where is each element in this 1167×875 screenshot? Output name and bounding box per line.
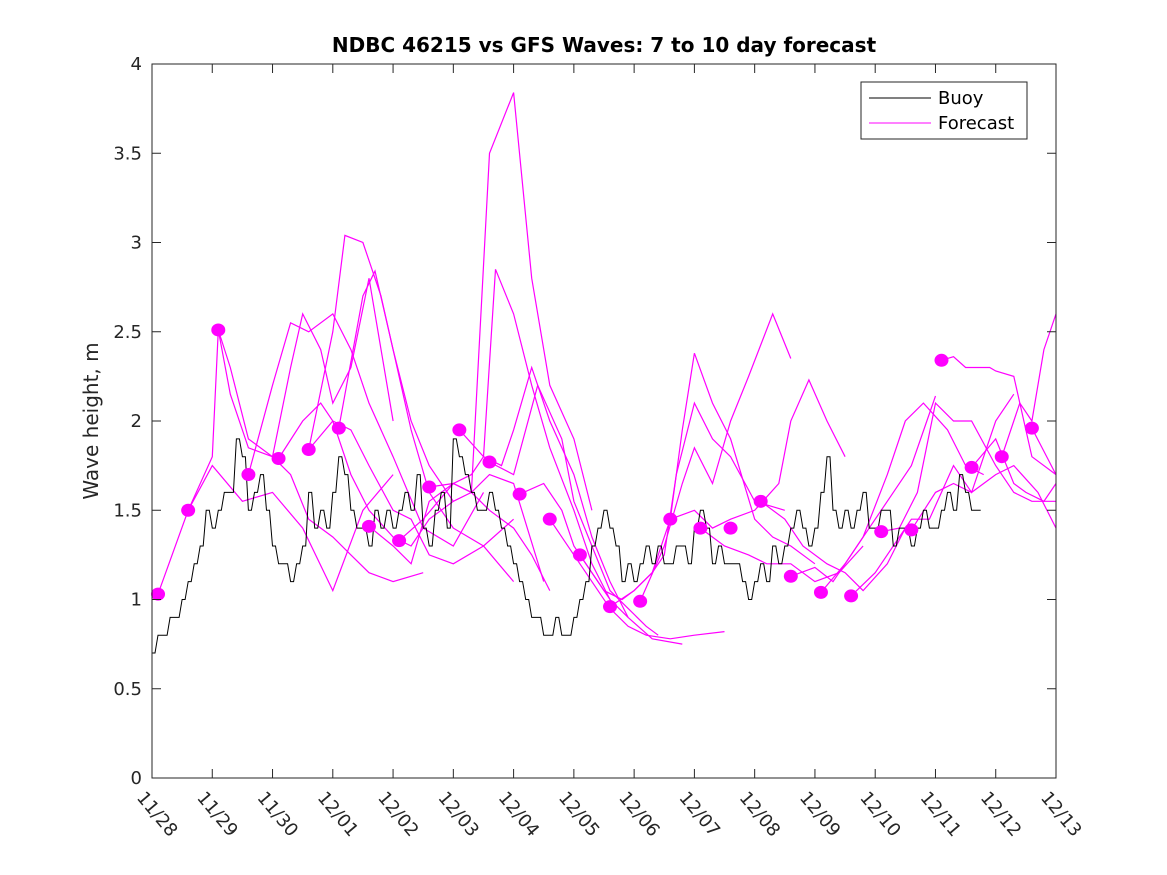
legend: Buoy Forecast bbox=[860, 81, 1028, 140]
forecast-marker bbox=[512, 487, 527, 501]
forecast-line bbox=[971, 437, 1057, 503]
forecast-marker bbox=[211, 323, 226, 337]
forecast-line bbox=[941, 356, 1057, 476]
forecast-line bbox=[609, 352, 816, 608]
forecast-marker bbox=[964, 460, 979, 474]
forecast-line bbox=[850, 393, 1015, 597]
series-layer bbox=[151, 92, 1057, 654]
forecast-line bbox=[820, 402, 984, 593]
forecast-line bbox=[881, 401, 1056, 533]
forecast-marker bbox=[482, 455, 497, 469]
forecast-line bbox=[217, 329, 424, 583]
forecast-line bbox=[1031, 427, 1057, 475]
forecast-line bbox=[910, 464, 1057, 531]
forecast-line bbox=[157, 464, 394, 595]
forecast-marker bbox=[181, 503, 196, 517]
y-axis-label: Wave height, m bbox=[79, 342, 103, 499]
forecast-line bbox=[670, 378, 846, 529]
y-tick-label: 2.5 bbox=[113, 322, 142, 343]
forecast-marker bbox=[452, 423, 467, 437]
y-tick-label: 1.5 bbox=[113, 500, 142, 521]
forecast-marker bbox=[271, 451, 286, 465]
forecast-marker bbox=[301, 443, 316, 457]
legend-label-buoy: Buoy bbox=[938, 88, 984, 109]
forecast-marker bbox=[994, 450, 1009, 464]
forecast-marker bbox=[331, 421, 346, 435]
y-tick-label: 0.5 bbox=[113, 679, 142, 700]
y-tick-label: 4 bbox=[131, 54, 142, 75]
forecast-marker bbox=[874, 525, 889, 539]
legend-label-forecast: Forecast bbox=[938, 113, 1014, 134]
forecast-line bbox=[760, 500, 906, 592]
forecast-line bbox=[398, 92, 593, 542]
forecast-marker bbox=[392, 534, 407, 548]
forecast-marker bbox=[422, 480, 437, 494]
y-tick-label: 3.5 bbox=[113, 143, 142, 164]
forecast-marker bbox=[542, 512, 557, 526]
forecast-line bbox=[549, 518, 725, 640]
buoy-line bbox=[152, 438, 981, 654]
forecast-line bbox=[338, 269, 545, 582]
legend-box bbox=[860, 81, 1028, 140]
forecast-marker bbox=[151, 587, 166, 601]
forecast-line bbox=[1001, 313, 1057, 457]
forecast-line bbox=[489, 383, 659, 636]
y-tick-label: 2 bbox=[131, 411, 142, 432]
forecast-line bbox=[429, 269, 611, 600]
forecast-marker bbox=[753, 494, 768, 508]
y-tick-label: 1 bbox=[131, 590, 142, 611]
y-tick-label: 0 bbox=[131, 768, 142, 789]
forecast-marker bbox=[633, 594, 648, 608]
forecast-marker bbox=[693, 521, 708, 535]
forecast-marker bbox=[663, 512, 678, 526]
forecast-marker bbox=[813, 585, 828, 599]
forecast-marker bbox=[1024, 421, 1039, 435]
forecast-marker bbox=[241, 468, 256, 482]
forecast-marker bbox=[603, 600, 618, 614]
chart-title: NDBC 46215 vs GFS Waves: 7 to 10 day for… bbox=[332, 33, 877, 57]
forecast-marker bbox=[904, 523, 919, 537]
forecast-marker bbox=[844, 589, 859, 603]
y-tick-label: 3 bbox=[131, 233, 142, 254]
forecast-marker bbox=[934, 353, 949, 367]
forecast-marker bbox=[572, 548, 587, 562]
forecast-marker bbox=[361, 519, 376, 533]
forecast-marker bbox=[723, 521, 738, 535]
forecast-marker bbox=[783, 569, 798, 583]
